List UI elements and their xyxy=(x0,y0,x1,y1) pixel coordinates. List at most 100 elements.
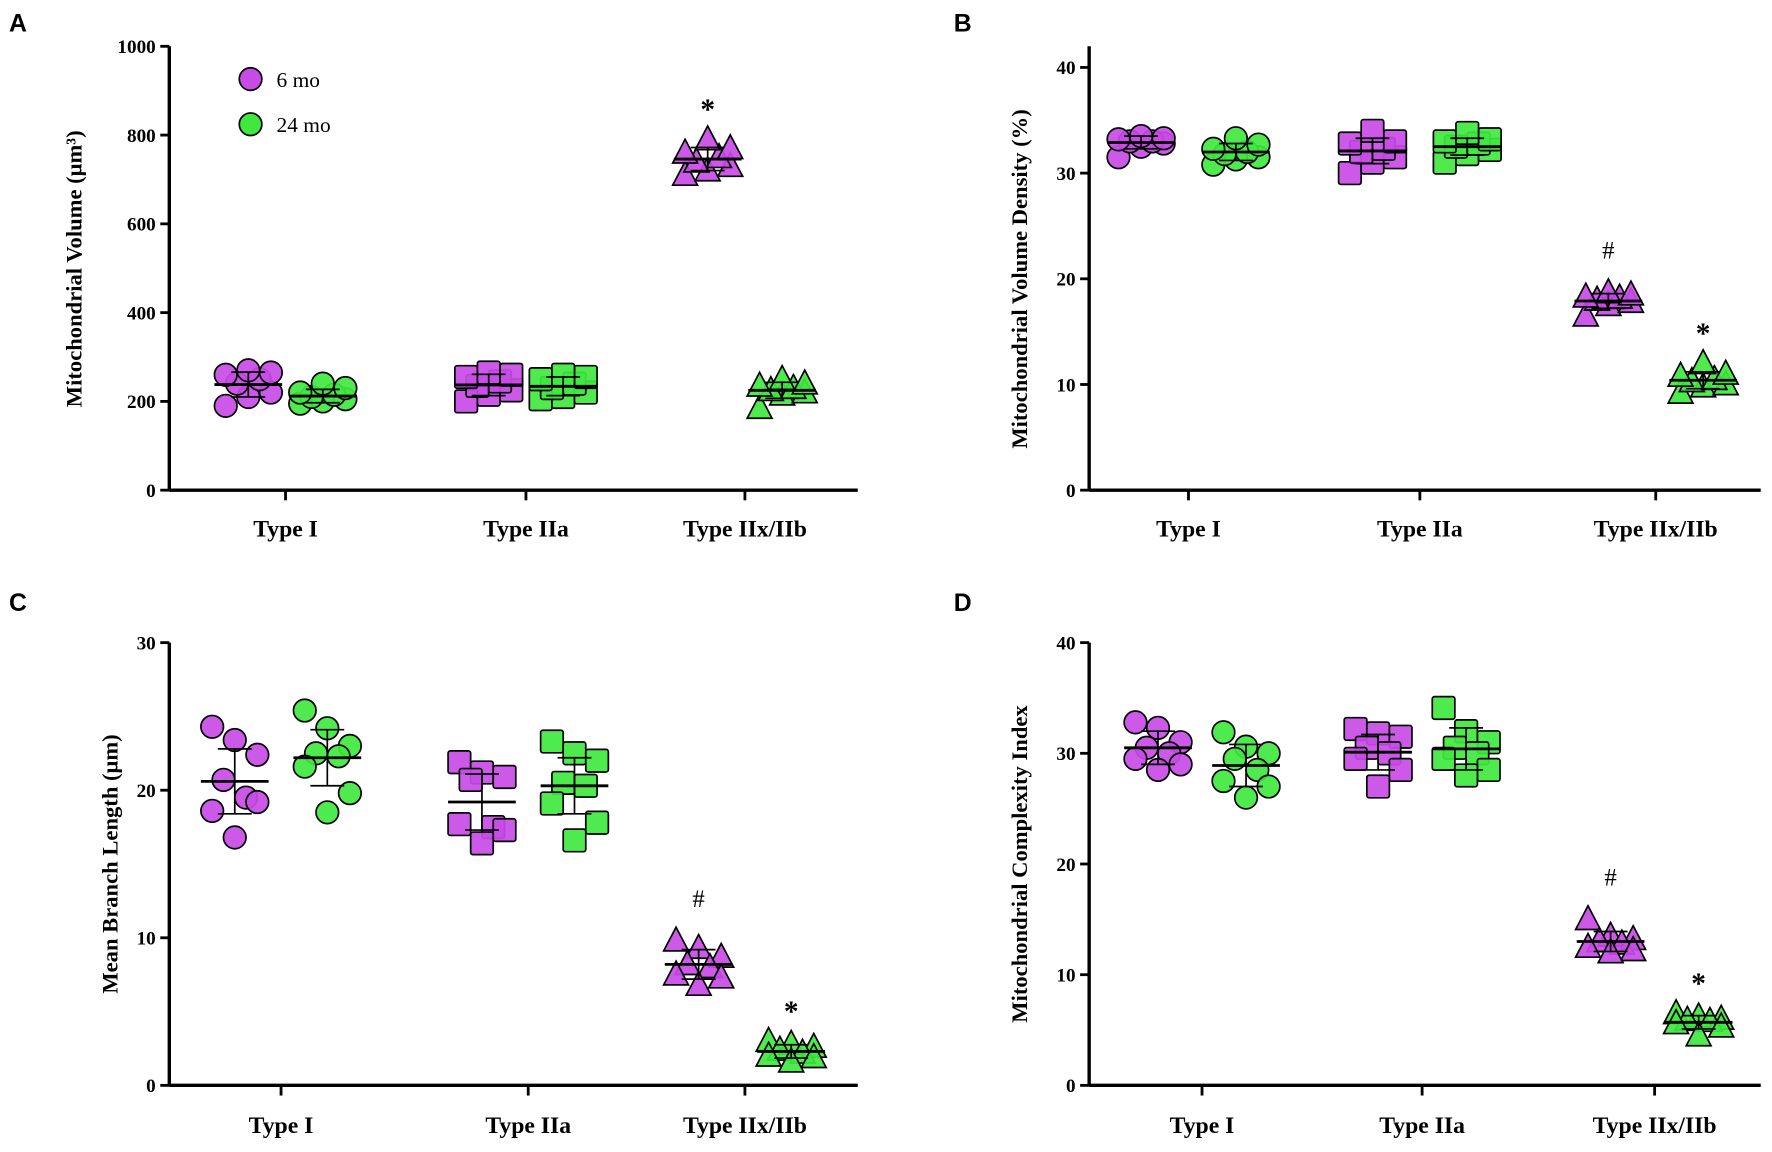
data-point xyxy=(1571,300,1600,327)
data-point xyxy=(584,748,610,773)
data-point xyxy=(288,380,313,405)
x-tick-label: Type IIx/IIb xyxy=(1593,1113,1717,1139)
x-tick-label: Type I xyxy=(1156,516,1221,542)
data-point xyxy=(673,948,702,976)
data-point xyxy=(315,800,340,825)
data-point xyxy=(326,744,351,769)
y-tick-label: 1000 xyxy=(117,37,155,58)
x-tick-label: Type IIx/IIb xyxy=(683,516,807,542)
data-point xyxy=(539,729,565,754)
data-point xyxy=(662,925,690,952)
data-point xyxy=(539,791,565,816)
data-point xyxy=(1382,129,1408,154)
data-point xyxy=(754,1040,783,1067)
y-axis-label: Mitochondrial Volume Density (%) xyxy=(1007,109,1032,448)
data-point xyxy=(671,159,699,187)
y-tick-label: 0 xyxy=(1066,1076,1076,1097)
data-point xyxy=(1619,934,1647,962)
data-point xyxy=(447,812,472,837)
y-tick-label: 10 xyxy=(1056,965,1075,986)
panel-letter: C xyxy=(9,590,27,617)
data-point xyxy=(292,698,317,723)
data-point xyxy=(222,727,247,753)
data-point xyxy=(213,393,238,418)
x-tick-label: Type IIa xyxy=(483,516,569,542)
y-tick-label: 20 xyxy=(1056,270,1075,291)
data-point xyxy=(222,825,247,850)
data-point xyxy=(337,781,363,806)
x-tick-label: Type I xyxy=(1170,1113,1235,1139)
x-tick-label: Type IIx/IIb xyxy=(683,1113,807,1139)
legend-marker-24mo xyxy=(238,112,263,137)
data-point xyxy=(1201,136,1226,161)
x-tick-label: Type IIa xyxy=(1379,1113,1465,1139)
y-tick-label: 40 xyxy=(1056,58,1075,79)
data-point xyxy=(213,362,238,387)
x-tick-label: Type IIa xyxy=(485,1113,571,1139)
data-point xyxy=(1432,129,1457,154)
data-point xyxy=(1684,1020,1713,1047)
y-tick-label: 40 xyxy=(1056,633,1075,654)
panel-C: C 0 10 20 30 Type I Type IIa Type IIx/IIb Mean B… xyxy=(9,590,858,1139)
data-point xyxy=(1365,774,1391,799)
y-tick-label: 30 xyxy=(137,633,156,654)
data-point xyxy=(1123,710,1148,735)
data-point xyxy=(1106,127,1131,152)
significance-marker: * xyxy=(1696,318,1711,350)
y-tick-label: 600 xyxy=(127,215,156,236)
data-point xyxy=(1211,720,1236,745)
data-point xyxy=(551,770,576,795)
legend: 6 mo 24 mo xyxy=(238,66,331,137)
data-point xyxy=(1211,768,1236,794)
significance-marker: # xyxy=(1602,238,1614,265)
legend-marker-6mo xyxy=(238,66,263,92)
data-point xyxy=(245,789,270,815)
panel-B: B 0 10 20 30 40 Type I Type IIa Type IIx/IIb Mito… xyxy=(954,11,1761,542)
significance-marker: # xyxy=(1604,864,1616,891)
x-tick-label: Type I xyxy=(253,516,318,542)
data-point xyxy=(1123,746,1148,771)
data-point xyxy=(200,714,225,739)
data-point xyxy=(707,962,736,989)
data-point xyxy=(777,1046,806,1073)
data-point xyxy=(693,124,722,151)
data-point xyxy=(684,969,713,997)
y-tick-label: 30 xyxy=(1056,744,1075,765)
data-point xyxy=(458,767,483,793)
y-tick-label: 400 xyxy=(127,303,156,324)
data-point xyxy=(562,828,587,853)
y-tick-label: 0 xyxy=(146,1076,156,1097)
y-tick-label: 200 xyxy=(127,392,156,413)
significance-marker: * xyxy=(1691,968,1706,1000)
legend-label-6mo: 6 mo xyxy=(277,68,320,92)
data-point xyxy=(1337,160,1363,186)
data-point xyxy=(492,764,517,790)
data-point xyxy=(245,742,270,767)
y-tick-label: 10 xyxy=(137,929,156,950)
data-point xyxy=(1233,785,1259,810)
data-point xyxy=(1246,132,1271,157)
x-tick-label: Type IIx/IIb xyxy=(1594,516,1718,542)
data-point xyxy=(799,1041,828,1069)
y-tick-label: 30 xyxy=(1056,164,1075,185)
data-point xyxy=(584,810,610,835)
panel-A: A 0 200 400 600 800 1000 Type I Type IIa Type IIx… xyxy=(9,11,858,542)
y-tick-label: 10 xyxy=(1056,375,1075,396)
y-axis-label: Mean Branch Length (μm) xyxy=(97,734,122,993)
x-tick-label: Type I xyxy=(249,1113,314,1139)
significance-marker: * xyxy=(700,94,715,126)
y-tick-label: 20 xyxy=(137,781,156,802)
data-point xyxy=(1689,347,1717,375)
data-point xyxy=(211,767,236,793)
legend-label-24mo: 24 mo xyxy=(277,113,331,137)
y-tick-label: 0 xyxy=(146,481,156,502)
panel-D: D 0 10 20 30 40 Type I Type IIa Type IIx/IIb Mito… xyxy=(954,590,1761,1139)
data-point xyxy=(745,392,774,420)
data-point xyxy=(200,798,225,824)
y-axis-label: Mitochondrial Complexity Index xyxy=(1007,705,1032,1023)
significance-marker: # xyxy=(692,886,704,913)
data-point xyxy=(469,831,495,856)
y-tick-label: 800 xyxy=(127,126,156,147)
data-point xyxy=(1151,126,1176,151)
